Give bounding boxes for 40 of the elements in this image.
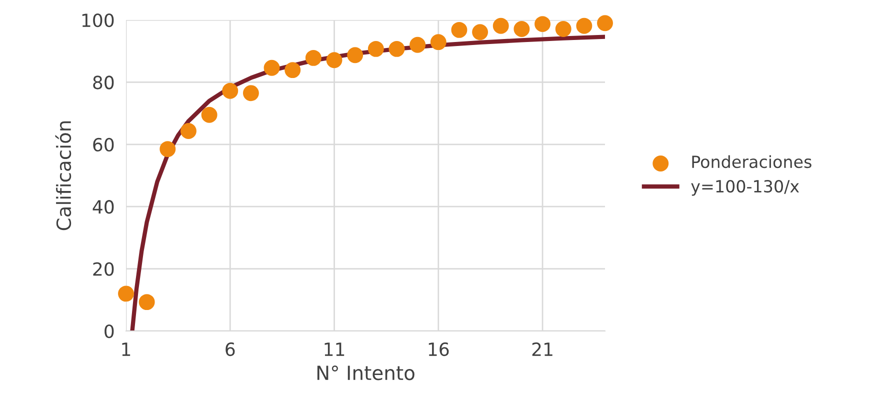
point [326,52,342,68]
point [138,294,155,310]
point [472,24,488,40]
point [368,40,384,57]
point [264,60,280,76]
point [242,85,259,102]
point [118,286,134,302]
point [201,106,218,123]
point [305,50,322,66]
legend-label: y=100-130/x [691,180,800,196]
point [597,15,613,32]
y-axis-title: Calificación [55,121,72,230]
point [388,40,405,57]
point [451,22,468,38]
x-tick-label: 21 [532,342,552,356]
point [180,123,196,140]
y-tick-label: 100 [82,13,114,28]
y-tick-label: 0 [104,324,114,338]
point [160,141,176,158]
point [284,62,301,78]
x-axis-title: N° Intento [317,365,414,380]
x-tick-label: 11 [324,342,344,356]
x-tick-label: 6 [226,342,235,356]
y-tick-label: 40 [92,200,114,214]
point [347,47,364,64]
y-tick-label: 20 [93,262,114,276]
point [492,18,509,34]
x-tick-label: 1 [122,342,130,356]
point [534,16,550,32]
point [410,36,426,53]
y-tick-label: 80 [93,76,114,90]
point [555,21,572,37]
x-tick-label: 16 [428,342,449,356]
line-series [130,34,605,331]
point [430,34,446,50]
legend-label: Ponderaciones [692,155,812,168]
point [514,21,530,37]
point [576,18,592,34]
y-tick-label: 60 [93,138,114,152]
point [222,82,238,99]
